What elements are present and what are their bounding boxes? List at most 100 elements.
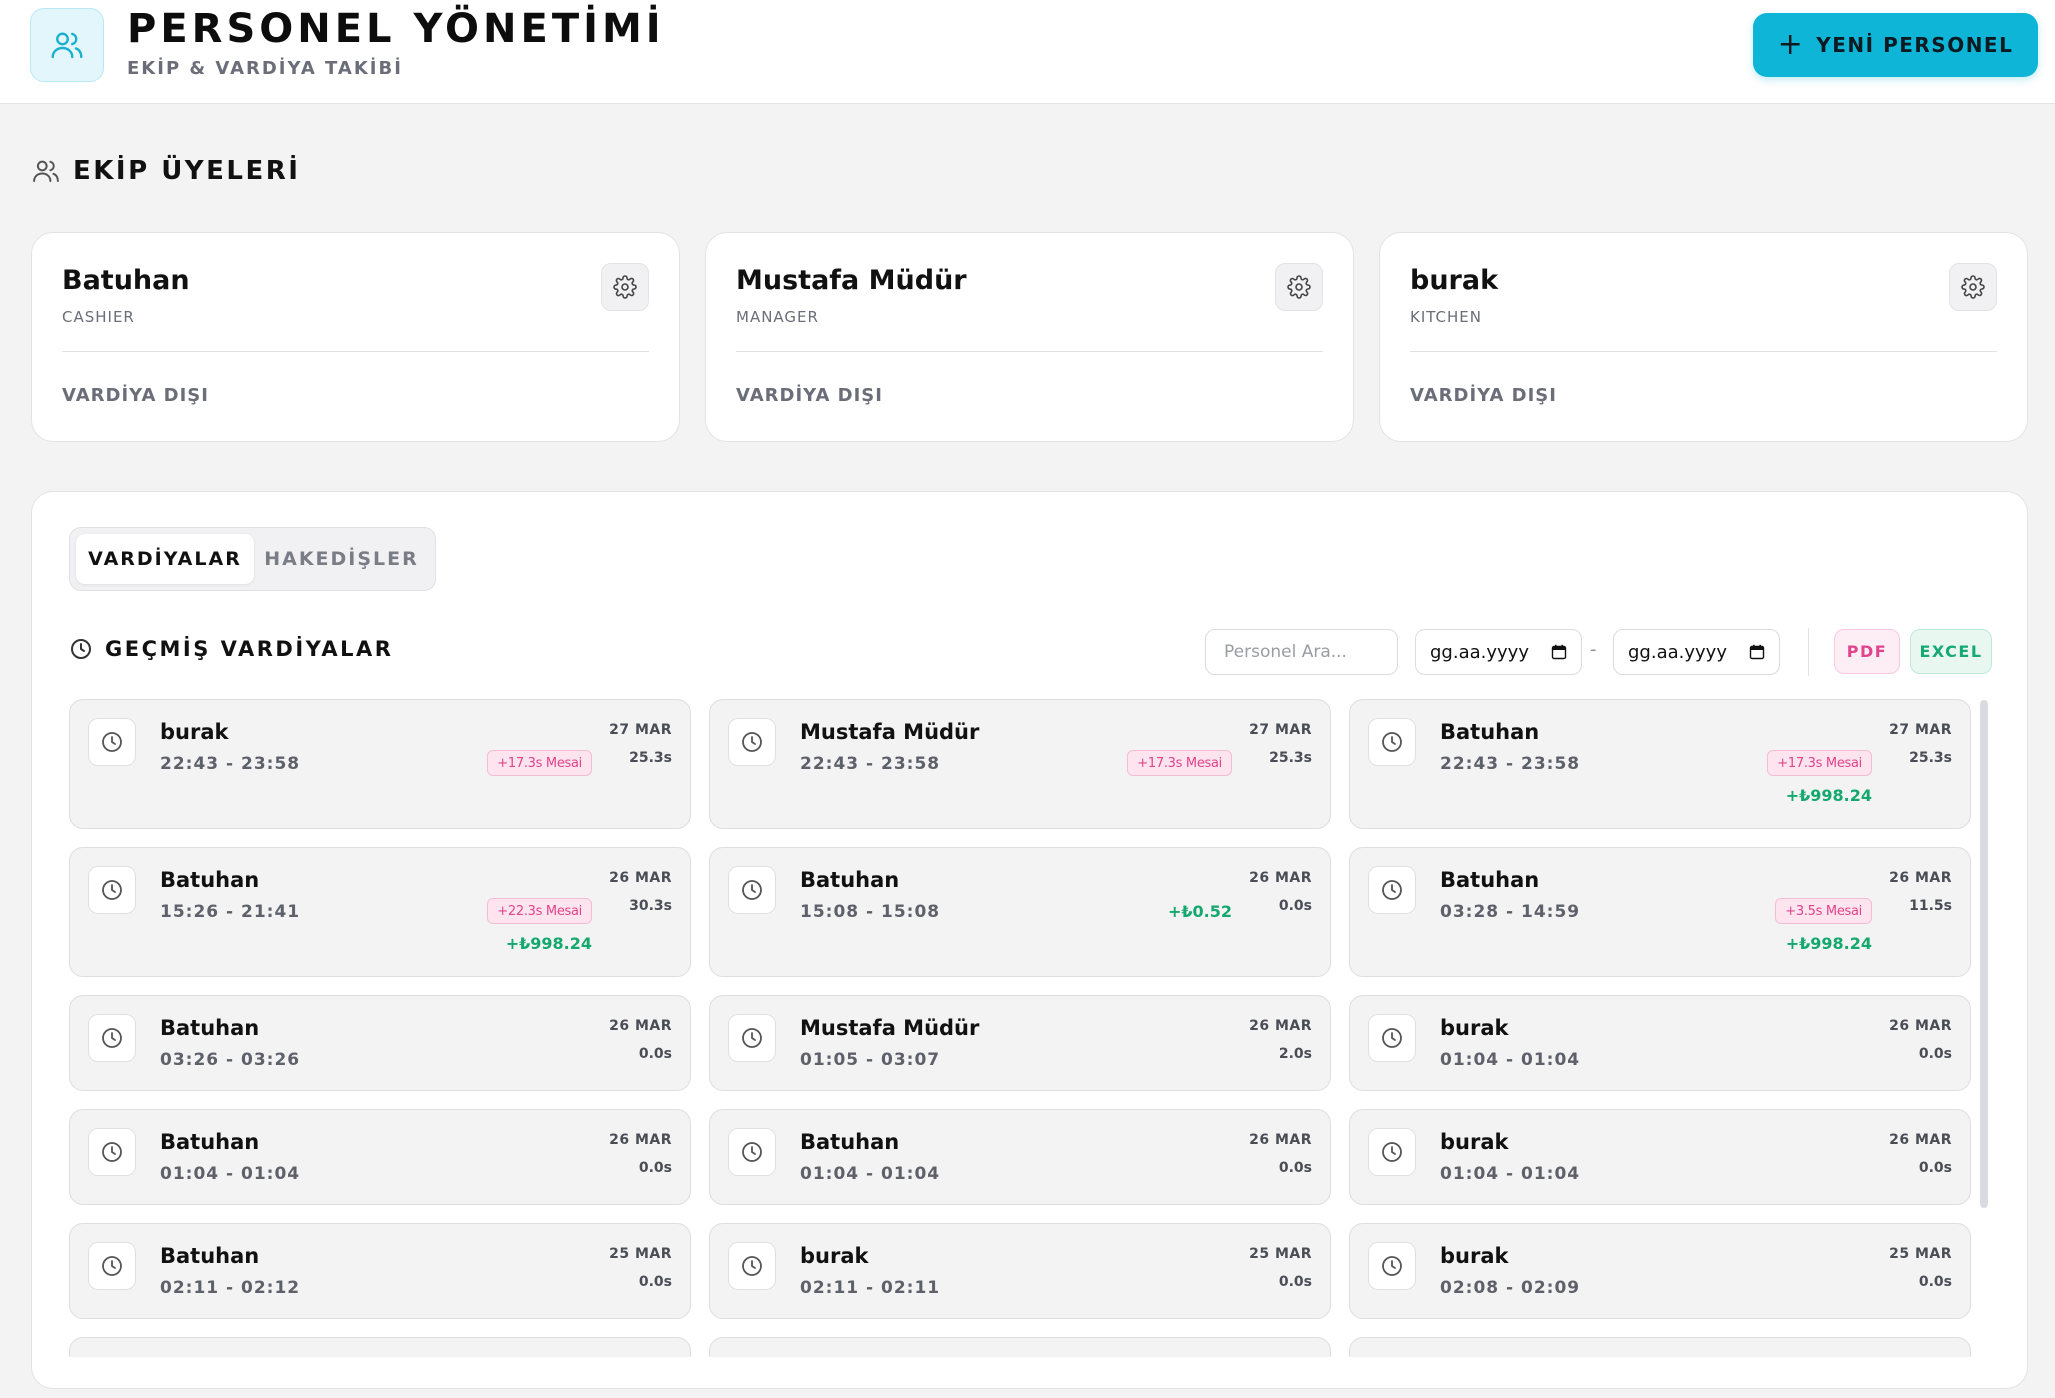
shift-card[interactable]: Batuhan 22:43 - 23:58 27 MAR 25.3s +17.3s Me… bbox=[1349, 699, 1971, 829]
shift-employee-name: burak bbox=[800, 1244, 869, 1268]
shift-card[interactable]: burak 02:08 - 02:09 25 MAR 0.0s bbox=[1349, 1223, 1971, 1319]
shift-duration: 0.0s bbox=[638, 1274, 672, 1290]
shift-card[interactable]: burak 22:43 - 23:58 27 MAR 25.3s +17.3s Mesa… bbox=[69, 699, 691, 829]
plus-icon: + bbox=[1777, 27, 1805, 62]
divider bbox=[62, 351, 649, 352]
overtime-badge: +17.3s Mesai bbox=[487, 750, 592, 776]
shift-card[interactable]: Batuhan 03:28 - 14:59 26 MAR 11.5s +3.5s Mes… bbox=[1349, 847, 1971, 977]
date-from-field[interactable]: gg.aa.yyyy bbox=[1415, 629, 1582, 675]
shift-card[interactable]: Batuhan 15:08 - 15:08 26 MAR 0.0s +₺0.52 bbox=[709, 847, 1331, 977]
users-icon bbox=[33, 160, 59, 182]
shift-employee-name: Batuhan bbox=[160, 1130, 260, 1154]
tab-shifts[interactable]: VARDİYALAR bbox=[76, 534, 254, 584]
clock-icon bbox=[742, 1256, 762, 1276]
date-to-field[interactable]: gg.aa.yyyy bbox=[1613, 629, 1780, 675]
shift-card[interactable]: Mustafa Müdür 01:05 - 03:07 26 MAR 2.0s bbox=[709, 995, 1331, 1091]
export-excel-button[interactable]: EXCEL bbox=[1910, 629, 1992, 674]
member-card[interactable]: burak KITCHEN VARDİYA DIŞI bbox=[1379, 232, 2028, 442]
shift-card[interactable]: Batuhan 15:26 - 21:41 26 MAR 30.3s +22.3s Me… bbox=[69, 847, 691, 977]
shift-earning: +₺998.24 bbox=[1785, 786, 1872, 805]
shift-clock-badge bbox=[1368, 866, 1416, 914]
member-card[interactable]: Mustafa Müdür MANAGER VARDİYA DIŞI bbox=[705, 232, 1354, 442]
toolbar-divider bbox=[1808, 628, 1809, 676]
shifts-panel: VARDİYALAR HAKEDİŞLER GEÇMİŞ VARDİYALAR … bbox=[31, 491, 2028, 1389]
overtime-badge: +17.3s Mesai bbox=[1767, 750, 1872, 776]
shift-time-range: 01:04 - 01:04 bbox=[1440, 1164, 1581, 1184]
member-card[interactable]: Batuhan CASHIER VARDİYA DIŞI bbox=[31, 232, 680, 442]
clock-icon bbox=[1382, 1142, 1402, 1162]
shift-time-range: 22:43 - 23:58 bbox=[800, 754, 941, 774]
shift-employee-name: Batuhan bbox=[160, 1244, 260, 1268]
shift-clock-badge bbox=[728, 1242, 776, 1290]
shift-clock-badge bbox=[728, 718, 776, 766]
shift-time-range: 01:05 - 03:07 bbox=[800, 1050, 941, 1070]
member-role: MANAGER bbox=[736, 308, 819, 326]
member-settings-button[interactable] bbox=[1275, 263, 1323, 311]
member-name: burak bbox=[1410, 265, 1499, 296]
clock-icon bbox=[102, 880, 122, 900]
shift-date: 25 MAR bbox=[1249, 1246, 1312, 1262]
gear-icon bbox=[613, 275, 637, 299]
shift-card[interactable] bbox=[709, 1337, 1331, 1357]
shift-card[interactable]: Batuhan 03:26 - 03:26 26 MAR 0.0s bbox=[69, 995, 691, 1091]
clock-icon bbox=[742, 732, 762, 752]
shift-card[interactable]: Batuhan 01:04 - 01:04 26 MAR 0.0s bbox=[69, 1109, 691, 1205]
shift-card[interactable]: burak 01:04 - 01:04 26 MAR 0.0s bbox=[1349, 995, 1971, 1091]
shift-employee-name: Mustafa Müdür bbox=[800, 1016, 980, 1040]
divider bbox=[736, 351, 1323, 352]
shift-card[interactable]: burak 01:04 - 01:04 26 MAR 0.0s bbox=[1349, 1109, 1971, 1205]
shift-duration: 0.0s bbox=[638, 1160, 672, 1176]
new-personnel-button[interactable]: + YENİ PERSONEL bbox=[1753, 13, 2038, 77]
clock-icon bbox=[102, 1142, 122, 1162]
shift-date: 26 MAR bbox=[609, 1018, 672, 1034]
clock-icon bbox=[742, 1142, 762, 1162]
shift-time-range: 02:11 - 02:12 bbox=[160, 1278, 301, 1298]
member-settings-button[interactable] bbox=[1949, 263, 1997, 311]
shift-date: 27 MAR bbox=[1249, 722, 1312, 738]
shift-employee-name: Batuhan bbox=[160, 868, 260, 892]
shift-time-range: 01:04 - 01:04 bbox=[1440, 1050, 1581, 1070]
personnel-search-input[interactable] bbox=[1205, 629, 1398, 675]
new-personnel-label: YENİ PERSONEL bbox=[1816, 33, 2014, 57]
shift-employee-name: Batuhan bbox=[800, 1130, 900, 1154]
shift-earning: +₺998.24 bbox=[1785, 934, 1872, 953]
page-title: PERSONEL YÖNETİMİ bbox=[127, 6, 665, 52]
shift-clock-badge bbox=[88, 1014, 136, 1062]
shift-employee-name: burak bbox=[160, 720, 229, 744]
shift-date: 26 MAR bbox=[609, 870, 672, 886]
shift-time-range: 15:08 - 15:08 bbox=[800, 902, 941, 922]
gear-icon bbox=[1961, 275, 1985, 299]
shift-date: 26 MAR bbox=[1889, 1132, 1952, 1148]
clock-icon bbox=[102, 1256, 122, 1276]
shift-duration: 0.0s bbox=[1918, 1160, 1952, 1176]
shift-card[interactable]: Mustafa Müdür 22:43 - 23:58 27 MAR 25.3s +17… bbox=[709, 699, 1331, 829]
shift-time-range: 22:43 - 23:58 bbox=[1440, 754, 1581, 774]
shift-clock-badge bbox=[1368, 718, 1416, 766]
date-separator: - bbox=[1590, 639, 1597, 660]
shift-card[interactable]: burak 02:11 - 02:11 25 MAR 0.0s bbox=[709, 1223, 1331, 1319]
shift-date: 26 MAR bbox=[1249, 1018, 1312, 1034]
history-title: GEÇMİŞ VARDİYALAR bbox=[69, 637, 393, 661]
shift-clock-badge bbox=[88, 1242, 136, 1290]
member-name: Batuhan bbox=[62, 265, 190, 296]
tab-earnings[interactable]: HAKEDİŞLER bbox=[264, 548, 419, 570]
shift-employee-name: burak bbox=[1440, 1130, 1509, 1154]
export-pdf-button[interactable]: PDF bbox=[1834, 629, 1900, 674]
shift-date: 26 MAR bbox=[1889, 1018, 1952, 1034]
shift-card[interactable] bbox=[1349, 1337, 1971, 1357]
shift-duration: 25.3s bbox=[629, 750, 672, 766]
shift-time-range: 15:26 - 21:41 bbox=[160, 902, 301, 922]
shift-duration: 0.0s bbox=[1918, 1046, 1952, 1062]
shift-earning: +₺998.24 bbox=[505, 934, 592, 953]
scrollbar[interactable] bbox=[1980, 700, 1988, 1208]
shift-card[interactable]: Batuhan 01:04 - 01:04 26 MAR 0.0s bbox=[709, 1109, 1331, 1205]
shift-card[interactable] bbox=[69, 1337, 691, 1357]
shift-clock-badge bbox=[88, 866, 136, 914]
clock-icon bbox=[1382, 880, 1402, 900]
member-role: KITCHEN bbox=[1410, 308, 1482, 326]
shift-card[interactable]: Batuhan 02:11 - 02:12 25 MAR 0.0s bbox=[69, 1223, 691, 1319]
clock-icon bbox=[1382, 732, 1402, 752]
shift-time-range: 03:26 - 03:26 bbox=[160, 1050, 301, 1070]
shift-duration: 30.3s bbox=[629, 898, 672, 914]
member-settings-button[interactable] bbox=[601, 263, 649, 311]
